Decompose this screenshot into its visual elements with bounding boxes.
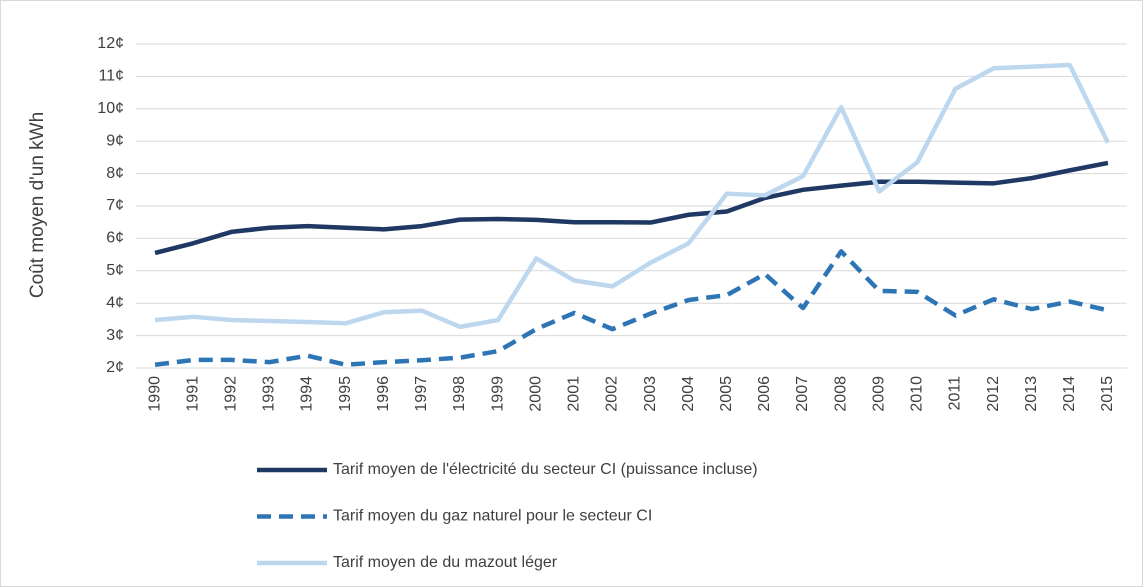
y-axis-title: Coût moyen d'un kWh bbox=[27, 112, 48, 298]
x-tick-label: 2003 bbox=[642, 376, 659, 412]
x-tick-label: 2006 bbox=[756, 376, 773, 412]
legend-label: Tarif moyen du gaz naturel pour le secte… bbox=[333, 508, 652, 525]
y-tick-label: 12¢ bbox=[97, 35, 124, 52]
x-tick-label: 2005 bbox=[718, 376, 735, 412]
y-tick-label: 5¢ bbox=[106, 262, 124, 279]
y-tick-label: 11¢ bbox=[98, 68, 124, 85]
x-tick-label: 1999 bbox=[489, 376, 506, 412]
y-tick-label: 3¢ bbox=[106, 327, 124, 344]
x-tick-label: 1995 bbox=[337, 376, 354, 412]
y-tick-label: 9¢ bbox=[106, 132, 124, 149]
x-tick-label: 1994 bbox=[299, 376, 316, 412]
series-line bbox=[154, 249, 1109, 368]
x-tick-label: 1990 bbox=[146, 376, 163, 412]
x-tick-label: 2008 bbox=[832, 376, 849, 412]
series-line bbox=[154, 160, 1109, 256]
x-tick-label: 1996 bbox=[375, 376, 392, 412]
y-tick-label: 4¢ bbox=[106, 294, 124, 311]
x-tick-label: 1993 bbox=[261, 376, 278, 412]
x-tick-label: 2014 bbox=[1061, 376, 1078, 412]
y-tick-label: 10¢ bbox=[97, 100, 124, 117]
x-tick-label: 2004 bbox=[680, 376, 697, 412]
x-tick-label: 1992 bbox=[223, 376, 240, 412]
y-tick-label: 7¢ bbox=[106, 197, 124, 214]
x-tick-label: 2010 bbox=[909, 376, 926, 412]
x-tick-label: 2007 bbox=[794, 376, 811, 412]
y-tick-label: 6¢ bbox=[106, 230, 124, 247]
x-tick-label: 2001 bbox=[566, 376, 583, 412]
x-tick-label: 2011 bbox=[947, 376, 964, 411]
x-tick-label: 2015 bbox=[1099, 376, 1116, 412]
legend-label: Tarif moyen de du mazout léger bbox=[333, 554, 558, 571]
x-tick-label: 1998 bbox=[451, 376, 468, 412]
x-tick-label: 2013 bbox=[1023, 376, 1040, 412]
y-tick-label: 8¢ bbox=[106, 165, 124, 182]
x-tick-label: 2012 bbox=[985, 376, 1002, 412]
x-tick-label: 2002 bbox=[604, 376, 621, 412]
y-tick-label: 2¢ bbox=[106, 359, 124, 376]
x-tick-label: 1991 bbox=[184, 376, 201, 412]
x-tick-label: 2009 bbox=[870, 376, 887, 412]
legend-label: Tarif moyen de l'électricité du secteur … bbox=[333, 461, 758, 478]
series-line bbox=[154, 62, 1110, 330]
x-tick-label: 2000 bbox=[527, 376, 544, 412]
x-tick-label: 1997 bbox=[413, 376, 430, 412]
